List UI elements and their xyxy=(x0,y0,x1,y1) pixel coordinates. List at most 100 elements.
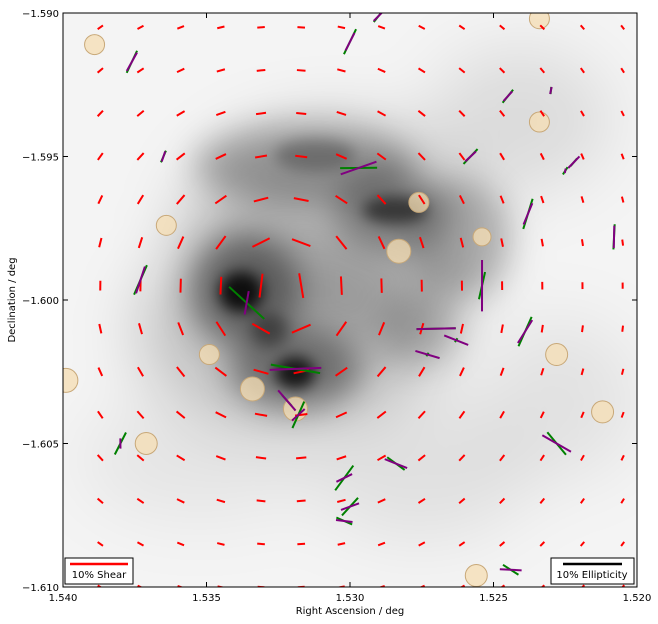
galaxy-marker xyxy=(528,13,550,30)
shear-stick xyxy=(620,411,625,418)
shear-stick xyxy=(376,194,387,205)
shear-stick xyxy=(217,25,225,30)
shear-stick xyxy=(298,273,305,299)
shear-stick xyxy=(580,368,585,376)
shear-stick xyxy=(216,498,226,504)
shear-stick xyxy=(376,152,387,161)
shear-stick xyxy=(336,455,347,461)
shear-stick xyxy=(458,24,466,31)
shear-stick xyxy=(417,410,426,420)
shear-stick xyxy=(417,454,426,462)
shear-stick xyxy=(258,273,264,298)
ellipticity-stick-purple xyxy=(517,319,534,344)
shear-stick xyxy=(418,236,425,249)
shear-stick xyxy=(137,584,143,587)
shear-stick xyxy=(539,24,546,31)
ellipticity-stick-purple xyxy=(502,90,513,102)
shear-stick xyxy=(620,454,625,461)
shear-stick xyxy=(254,412,268,417)
shear-stick xyxy=(620,110,625,117)
shear-stick xyxy=(621,325,625,332)
shear-stick xyxy=(377,454,387,462)
shear-stick xyxy=(620,24,625,30)
shear-stick xyxy=(177,584,184,587)
shear-stick xyxy=(137,24,144,30)
shear-stick xyxy=(296,111,307,115)
shear-stick xyxy=(499,152,505,161)
shear-stick xyxy=(215,411,227,419)
shear-stick xyxy=(539,67,546,74)
shear-stick xyxy=(459,584,466,587)
shear-stick xyxy=(291,323,311,334)
shear-stick xyxy=(254,154,268,159)
galaxy-marker xyxy=(134,432,158,455)
shear-stick xyxy=(376,366,387,378)
shear-stick xyxy=(176,25,185,30)
shear-stick xyxy=(175,410,186,419)
shear-stick xyxy=(499,454,506,462)
ellipticity-stick-purple xyxy=(563,168,567,174)
shear-stick xyxy=(215,110,226,117)
shear-stick xyxy=(335,321,348,337)
ellipticity-stick-purple xyxy=(464,150,477,163)
shear-stick xyxy=(620,67,625,74)
galaxy-markers xyxy=(63,13,615,587)
shear-stick xyxy=(581,325,584,333)
ellipticity-stick-purple xyxy=(415,349,440,360)
shear-stick xyxy=(255,456,267,460)
shear-stick xyxy=(417,497,426,504)
shear-stick xyxy=(580,454,585,462)
shear-stick xyxy=(499,195,505,204)
shear-stick xyxy=(499,110,506,117)
shear-stick xyxy=(459,237,465,248)
shear-stick xyxy=(136,410,145,420)
y-tick-label: −1.600 xyxy=(22,296,59,307)
shear-stick xyxy=(377,541,386,547)
ellipticity-stick-purple xyxy=(340,502,360,511)
ellipticity-stick-purple xyxy=(243,290,250,315)
ellipticity-stick-purple xyxy=(335,473,353,483)
y-axis-label: Declination / deg xyxy=(7,257,18,342)
shear-stick xyxy=(97,584,103,587)
shear-stick xyxy=(499,541,506,547)
shear-stick xyxy=(295,456,307,460)
shear-stick xyxy=(580,411,585,419)
shear-stick xyxy=(458,194,465,205)
galaxy-marker xyxy=(63,367,79,393)
shear-stick xyxy=(251,237,271,248)
shear-stick xyxy=(339,276,343,295)
shear-stick xyxy=(499,497,506,505)
shear-stick xyxy=(176,541,185,547)
shear-stick xyxy=(337,68,346,73)
shear-stick xyxy=(253,368,269,375)
galaxy-marker xyxy=(386,238,412,264)
shear-stick xyxy=(216,68,226,73)
shear-stick xyxy=(136,152,145,161)
shear-stick xyxy=(500,584,506,587)
shear-stick xyxy=(96,454,104,462)
shear-stick xyxy=(295,154,308,159)
y-tick-label: −1.590 xyxy=(22,9,59,20)
shear-stick xyxy=(377,498,386,504)
shear-stick xyxy=(177,236,185,250)
shear-stick xyxy=(458,109,466,117)
shear-stick xyxy=(499,24,506,31)
y-tick-label: −1.610 xyxy=(22,583,59,594)
shear-stick xyxy=(214,194,227,205)
shear-stick xyxy=(458,497,466,504)
shear-stick xyxy=(176,67,185,74)
shear-stick xyxy=(96,67,104,74)
shear-stick xyxy=(97,367,104,377)
shear-stick xyxy=(458,152,466,161)
shear-stick xyxy=(296,69,306,72)
ellipticity-stick-purple xyxy=(277,389,297,412)
shear-stick xyxy=(500,238,504,247)
shear-stick xyxy=(335,366,348,377)
galaxy-marker xyxy=(84,34,106,56)
shear-stick xyxy=(136,454,145,462)
shear-legend: 10% Shear xyxy=(64,557,134,585)
shear-stick xyxy=(620,368,625,375)
shear-stick xyxy=(621,584,626,587)
ellipticity-stick-purple xyxy=(443,334,469,346)
shear-stick xyxy=(138,323,143,335)
